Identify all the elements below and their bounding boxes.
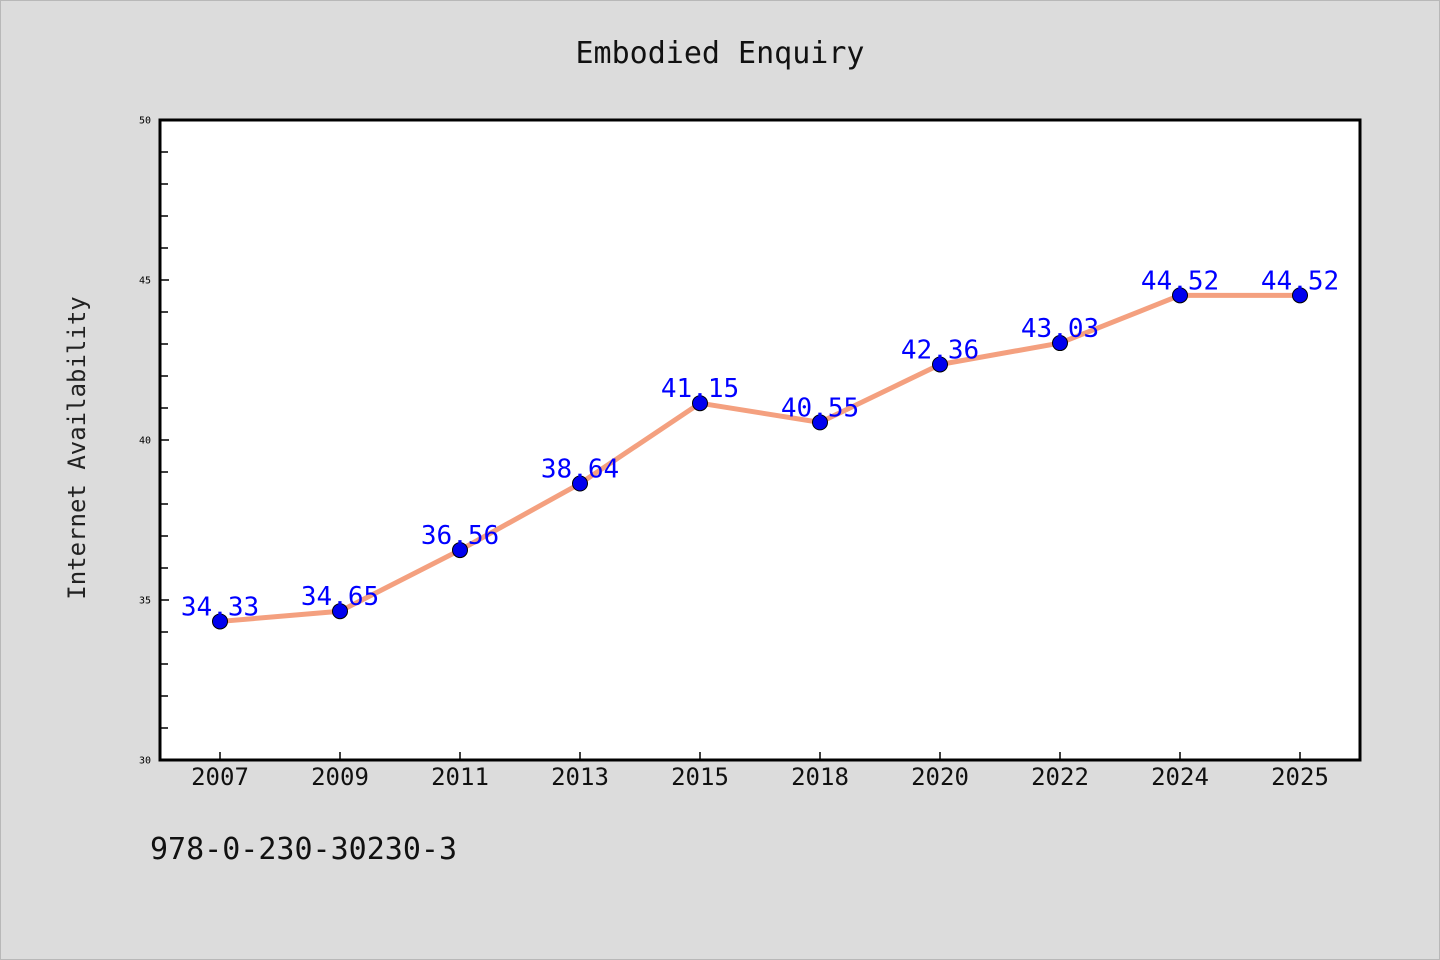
y-tick-label: 40 — [139, 436, 151, 447]
data-label: 34.65 — [301, 582, 379, 612]
data-label: 42.36 — [901, 335, 979, 365]
data-point — [1052, 335, 1068, 352]
data-label: 43.03 — [1021, 314, 1099, 344]
chart-title: Embodied Enquiry — [576, 36, 865, 71]
x-tick-label: 2009 — [311, 763, 369, 791]
y-tick-label: 35 — [139, 596, 151, 607]
data-point — [932, 356, 948, 373]
data-label: 44.52 — [1261, 266, 1339, 296]
y-tick-label: 50 — [139, 116, 151, 127]
y-axis-label: Internet Availability — [63, 296, 91, 599]
isbn-text: 978-0-230-30230-3 — [150, 832, 458, 867]
x-tick-label: 2018 — [791, 763, 849, 791]
x-tick-label: 2007 — [191, 763, 249, 791]
plot-area — [158, 118, 1362, 762]
y-axis: 30 35 40 45 50 — [139, 116, 169, 767]
x-tick-label: 2020 — [911, 763, 969, 791]
x-axis: 2007 2009 2011 2013 2015 2018 2020 2022 2024 2025 — [191, 752, 1329, 791]
y-tick-label: 30 — [139, 756, 151, 767]
x-tick-label: 2025 — [1271, 763, 1329, 791]
data-label: 41.15 — [661, 374, 739, 404]
data-label: 38.64 — [541, 455, 619, 485]
data-point — [212, 613, 228, 630]
series-layer: 34.33 34.65 36.56 38.64 41.15 40.55 42.36 43.03… — [181, 266, 1339, 630]
x-tick-label: 2024 — [1151, 763, 1209, 791]
x-tick-label: 2015 — [671, 763, 729, 791]
series-line — [219, 292, 1300, 624]
x-tick-label: 2022 — [1031, 763, 1089, 791]
data-point — [1172, 287, 1188, 304]
data-point — [1292, 287, 1308, 304]
x-tick-label: 2011 — [431, 763, 489, 791]
data-point — [452, 542, 468, 559]
x-tick-label: 2013 — [551, 763, 609, 791]
data-label: 36.56 — [421, 521, 499, 551]
data-point — [572, 475, 588, 492]
data-label: 34.33 — [181, 592, 259, 622]
data-point — [812, 414, 828, 431]
data-label: 44.52 — [1141, 266, 1219, 296]
y-tick-label: 45 — [139, 276, 151, 287]
data-point — [332, 603, 348, 620]
data-label: 40.55 — [781, 393, 859, 423]
data-point — [692, 395, 708, 412]
